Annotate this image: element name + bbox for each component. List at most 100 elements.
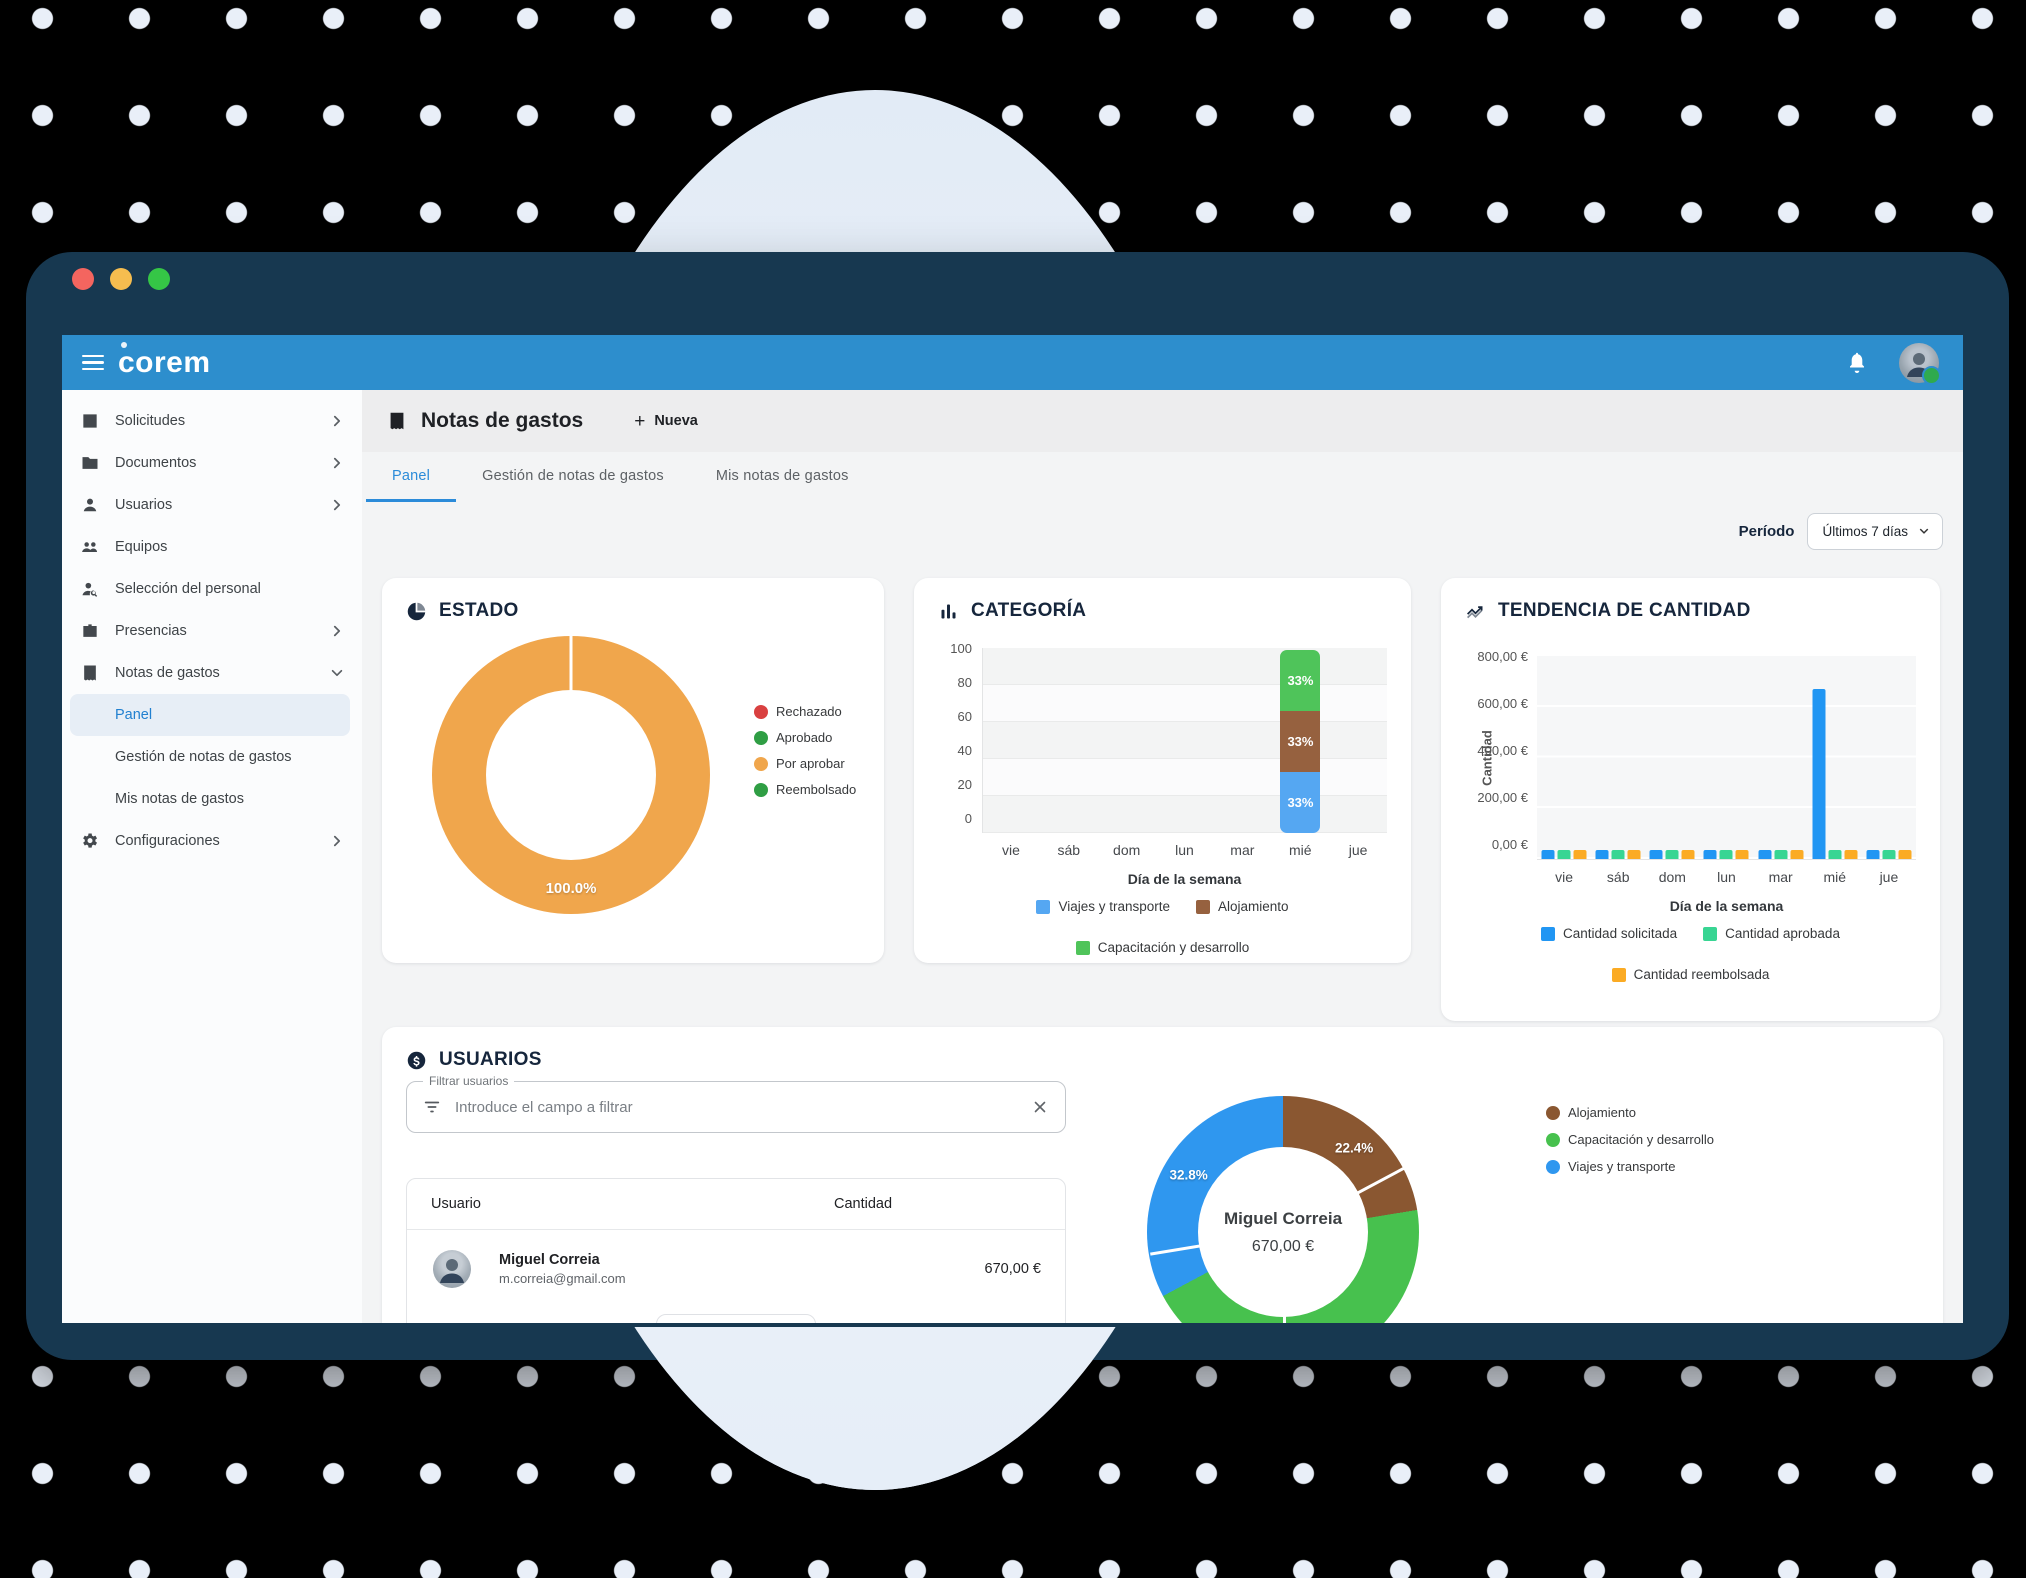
sidebar-item-gesti-n-de-notas-de-gastos[interactable]: Gestión de notas de gastos — [62, 736, 362, 778]
app-logo: corem — [118, 341, 211, 378]
donut-center-amount: 670,00 € — [1251, 1237, 1315, 1255]
legend-color-square — [1036, 899, 1051, 914]
x-tick-vie: vie — [1555, 869, 1574, 885]
sidebar-item-documentos[interactable]: Documentos — [62, 442, 362, 484]
sidebar-item-label: Solicitudes — [115, 413, 186, 429]
x-tick-lun: lun — [1175, 842, 1194, 858]
traffic-light-maximize[interactable] — [148, 268, 170, 290]
filter-users-input[interactable]: Filtrar usuarios Introduce el campo a fi… — [406, 1074, 1066, 1133]
tab-bar: Panel Gestión de notas de gastos Mis notas… — [362, 452, 1963, 502]
bar-segment-label: 33% — [1287, 794, 1314, 810]
legend-label: Viajes y transporte — [1568, 1159, 1676, 1174]
new-expense-button[interactable]: + Nueva — [624, 404, 708, 439]
y-tick: 20 — [957, 777, 972, 792]
bell-icon[interactable] — [1845, 351, 1869, 375]
sidebar-item-label: Panel — [115, 707, 153, 723]
sidebar-item-equipos[interactable]: Equipos — [62, 526, 362, 568]
chevron-right-icon — [330, 456, 344, 470]
legend-label: Rechazado — [776, 704, 842, 719]
user-avatar[interactable] — [1899, 342, 1941, 385]
chevron-right-icon — [330, 498, 344, 512]
donut-slice-label-22.4: 22.4% — [1335, 1140, 1374, 1156]
bar-cantidad-reembolsada — [1627, 850, 1641, 859]
tendencia-x-axis: vie sáb dom lun mar mié jue — [1465, 869, 1916, 885]
sidebar-item-notas-de-gastos[interactable]: Notas de gastos — [62, 652, 362, 694]
bar-cantidad-reembolsada — [1844, 850, 1858, 859]
sidebar-item-configuraciones[interactable]: Configuraciones — [62, 820, 362, 862]
folder-icon — [80, 453, 100, 473]
bar-group-vie — [1537, 656, 1591, 859]
sidebar-item-mis-notas-de-gastos[interactable]: Mis notas de gastos — [62, 778, 362, 820]
legend-color-square — [1075, 940, 1090, 955]
page-title: Notas de gastos — [421, 409, 584, 432]
y-tick: 60 — [957, 709, 972, 724]
categoria-title: CATEGORÍA — [971, 600, 1087, 621]
legend-item-viajes-y-transporte: Viajes y transporte — [1546, 1159, 1714, 1174]
x-tick-sáb: sáb — [1057, 842, 1081, 858]
x-tick-dom: dom — [1113, 842, 1141, 858]
legend-item-viajes-y-transporte: Viajes y transporte — [1036, 899, 1170, 914]
categoria-legend: Viajes y transporte Alojamiento Capacitaci… — [938, 899, 1387, 955]
tab-gesti-n-de-notas-de-gastos[interactable]: Gestión de notas de gastos — [482, 467, 664, 484]
sidebar-item-selecci-n-del-personal[interactable]: Selección del personal — [62, 568, 362, 610]
y-tick: 0 — [964, 811, 972, 826]
tendencia-x-label: Día de la semana — [1669, 898, 1784, 914]
period-select[interactable]: Últimos 7 días — [1807, 512, 1943, 550]
legend-color-dot — [1546, 1132, 1560, 1147]
sidebar-item-label: Selección del personal — [115, 581, 261, 597]
bar-segment-capacitación-y-desarrollo: 33% — [1280, 649, 1321, 711]
row-user-email: m.correia@gmail.com — [499, 1271, 626, 1286]
legend-item-capacitación-y-desarrollo: Capacitación y desarrollo — [1075, 940, 1249, 955]
usuarios-donut-legend: Alojamiento Capacitación y desarrollo Viaj… — [1546, 1105, 1714, 1174]
clear-filter-icon[interactable] — [1031, 1098, 1049, 1116]
stacked-bar-mié: 33% 33% 33% — [1280, 649, 1321, 833]
legend-label: Alojamiento — [1218, 899, 1289, 914]
donut-center-name: Miguel Correia — [1223, 1208, 1343, 1228]
charts-row: ESTADO 100.0% Rechazado Aprobado Por aprob… — [382, 578, 1943, 1021]
legend-label: Capacitación y desarrollo — [1568, 1132, 1714, 1147]
table-row-miguel-correia[interactable]: Miguel Correia m.correia@gmail.com 670,00 … — [407, 1230, 1065, 1308]
bar-cantidad-solicitada — [1595, 850, 1609, 859]
bar-cantidad-solicitada — [1703, 850, 1717, 859]
x-tick-jue: jue — [1348, 842, 1368, 858]
legend-item-alojamiento: Alojamiento — [1546, 1105, 1714, 1120]
traffic-light-close[interactable] — [72, 268, 94, 290]
sidebar-item-solicitudes[interactable]: Solicitudes — [62, 400, 362, 442]
pagination-button[interactable] — [656, 1314, 816, 1323]
traffic-light-minimize[interactable] — [110, 268, 132, 290]
y-tick: 600,00 € — [1477, 696, 1528, 711]
tendencia-plot — [1537, 656, 1916, 860]
bar-slot-mié: 33% 33% 33% — [1272, 648, 1330, 833]
main-area: Notas de gastos + Nueva Panel Gestión de … — [362, 390, 1963, 1323]
tab-panel[interactable]: Panel — [366, 452, 457, 502]
period-label: Período — [1738, 522, 1795, 540]
sidebar-item-presencias[interactable]: Presencias — [62, 610, 362, 652]
people-icon — [80, 537, 100, 557]
bar-cantidad-reembolsada — [1790, 850, 1804, 859]
categoria-x-label: Día de la semana — [1127, 871, 1242, 887]
bar-segment-viajes-y-transporte: 33% — [1280, 771, 1321, 833]
sidebar-item-panel[interactable]: Panel — [70, 694, 350, 736]
sidebar: Solicitudes Documentos Usuarios Equipos Sele… — [62, 390, 362, 1323]
legend-item-rechazado: Rechazado — [754, 704, 856, 719]
legend-item-aprobado: Aprobado — [754, 730, 856, 745]
legend-color-square — [1541, 926, 1556, 941]
x-tick-mar: mar — [1768, 869, 1793, 885]
legend-color-dot — [1546, 1105, 1560, 1120]
x-tick-dom: dom — [1658, 869, 1686, 885]
estado-donut-chart: 100.0% — [432, 636, 710, 914]
filter-icon — [424, 1101, 440, 1113]
sidebar-item-usuarios[interactable]: Usuarios — [62, 484, 362, 526]
menu-icon[interactable] — [82, 354, 104, 371]
col-cantidad: Cantidad — [834, 1196, 893, 1212]
bar-group-lun — [1699, 656, 1753, 859]
bar-group-jue — [1862, 656, 1916, 859]
tab-mis-notas-de-gastos[interactable]: Mis notas de gastos — [715, 467, 849, 484]
bar-slot-jue — [1329, 648, 1387, 833]
bar-cantidad-aprobada — [1611, 850, 1625, 859]
bar-slot-dom — [1098, 648, 1156, 833]
usuarios-donut-chart: 22.4% 32.8% Miguel Correia 670,00 € — [1147, 1096, 1419, 1323]
y-tick: 800,00 € — [1477, 649, 1528, 664]
logo-dot-icon — [121, 341, 127, 348]
